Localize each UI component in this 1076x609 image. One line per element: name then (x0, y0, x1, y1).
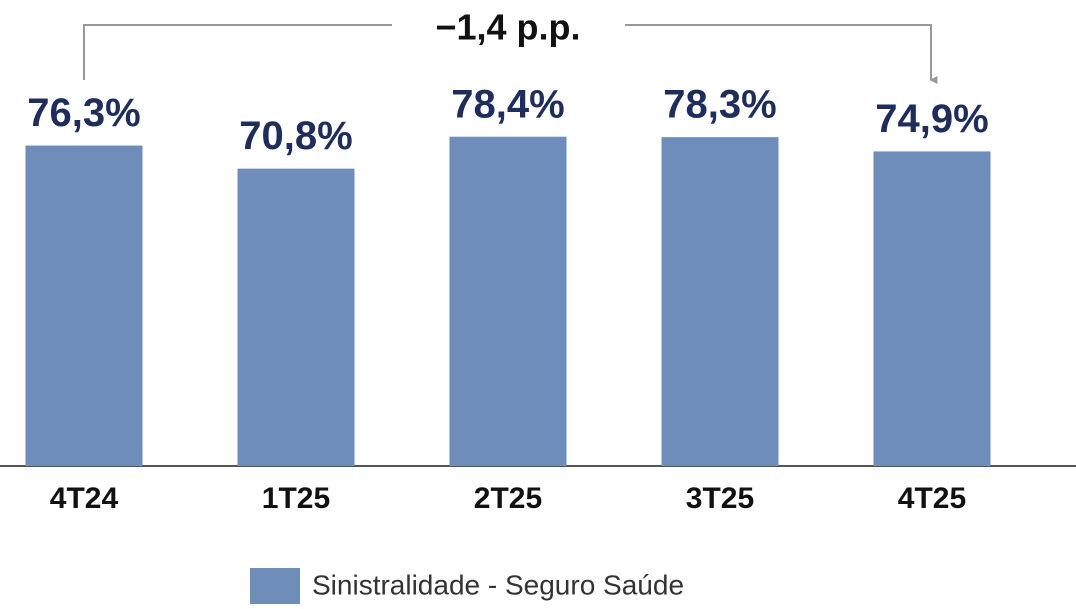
x-tick-label: 2T25 (474, 482, 542, 515)
bar (237, 168, 355, 466)
value-label: 76,3% (27, 91, 140, 135)
x-tick-label: 1T25 (262, 482, 330, 515)
bar (873, 151, 991, 467)
annotation: −1,4 p.p. (435, 7, 580, 48)
bar (661, 137, 779, 466)
legend-label: Sinistralidade - Seguro Saúde (312, 569, 684, 600)
value-label: 78,3% (663, 83, 776, 127)
x-tick-label: 4T25 (898, 482, 966, 515)
x-tick-label: 3T25 (686, 482, 754, 515)
bar (449, 136, 567, 466)
x-tick-label: 4T24 (50, 482, 119, 515)
bracket-right (625, 24, 938, 84)
value-label: 74,9% (875, 97, 988, 141)
legend-swatch (250, 568, 300, 604)
value-label: 70,8% (239, 114, 352, 158)
bar (25, 145, 143, 467)
value-label: 78,4% (451, 82, 564, 126)
bracket-left (83, 24, 392, 80)
